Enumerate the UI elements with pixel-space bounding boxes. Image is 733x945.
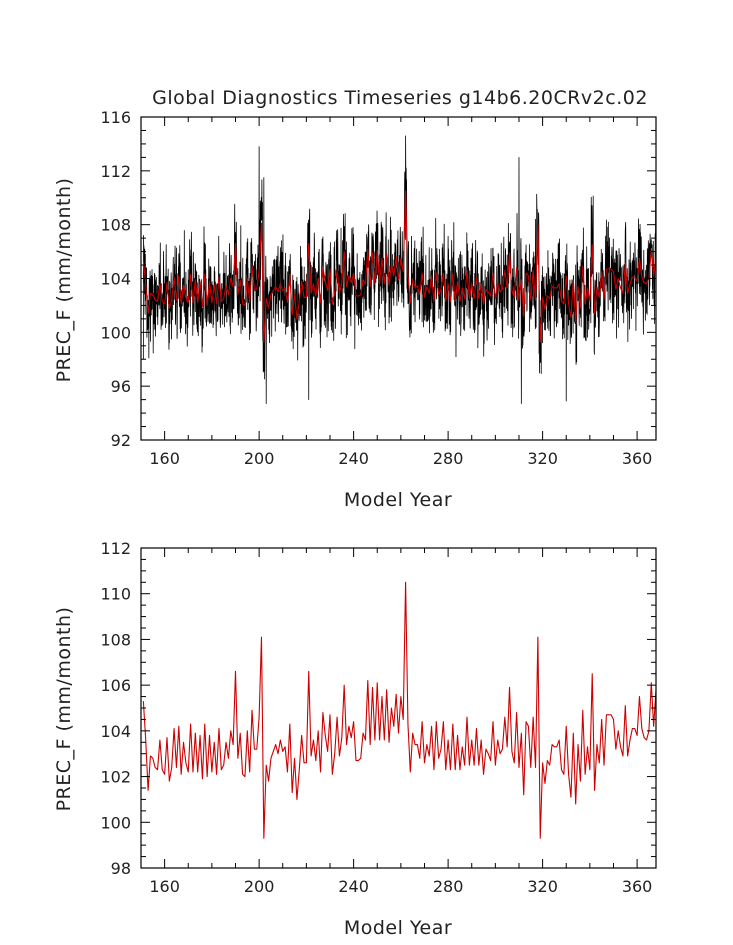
bottom-x-tick-label: 160 (149, 877, 180, 896)
top-y-tick-label: 92 (111, 431, 131, 450)
top-y-axis-title: PREC_F (mm/month) (53, 178, 75, 383)
bottom-x-tick-label: 200 (244, 877, 275, 896)
top-plot-area (142, 135, 656, 405)
bottom-plot-area (142, 581, 656, 839)
top-x-tick-label: 320 (527, 449, 558, 468)
bottom-y-tick-label: 102 (100, 768, 131, 787)
bottom-y-tick-label: 98 (111, 859, 131, 878)
bottom-y-tick-label: 100 (100, 813, 131, 832)
bottom-x-tick-label: 320 (527, 877, 558, 896)
bottom-y-tick-label: 106 (100, 676, 131, 695)
bottom-x-tick-label: 360 (622, 877, 653, 896)
top-x-tick-label: 240 (338, 449, 369, 468)
bottom-axes: 160 200 240 280 320 360 98 100 102 104 106 108 110 11… (100, 539, 657, 896)
bottom-x-axis-title: Model Year (344, 917, 452, 939)
chart-title: Global Diagnostics Timeseries g14b6.20CR… (152, 87, 648, 109)
bottom-x-tick-label: 280 (433, 877, 464, 896)
bottom-y-tick-label: 110 (100, 585, 131, 604)
top-x-tick-label: 360 (622, 449, 653, 468)
top-y-tick-label: 96 (111, 377, 131, 396)
bottom-series-annual-mean-line (142, 581, 656, 839)
top-x-tick-label: 280 (433, 449, 464, 468)
bottom-y-tick-label: 108 (100, 630, 131, 649)
top-y-tick-label: 104 (100, 270, 131, 289)
bottom-x-tick-label: 240 (338, 877, 369, 896)
top-x-tick-label: 160 (149, 449, 180, 468)
top-axes: 160 200 240 280 320 360 92 96 100 104 108 112 116 (100, 108, 657, 468)
top-y-tick-label: 116 (100, 108, 131, 127)
top-y-tick-label: 100 (100, 323, 131, 342)
top-chart-panel: 160 200 240 280 320 360 92 96 100 104 108 112 116 Mo… (53, 108, 657, 511)
top-series-annual-mean-line (142, 190, 656, 343)
bottom-y-tick-label: 112 (100, 539, 131, 558)
top-y-tick-label: 108 (100, 216, 131, 235)
bottom-y-tick-label: 104 (100, 722, 131, 741)
top-y-tick-label: 112 (100, 162, 131, 181)
bottom-y-axis-title: PREC_F (mm/month) (53, 607, 75, 812)
top-x-tick-label: 200 (244, 449, 275, 468)
bottom-chart-panel: 160 200 240 280 320 360 98 100 102 104 106 108 110 11… (53, 539, 657, 939)
top-x-axis-title: Model Year (344, 489, 452, 511)
bottom-plot-frame (140, 547, 657, 869)
